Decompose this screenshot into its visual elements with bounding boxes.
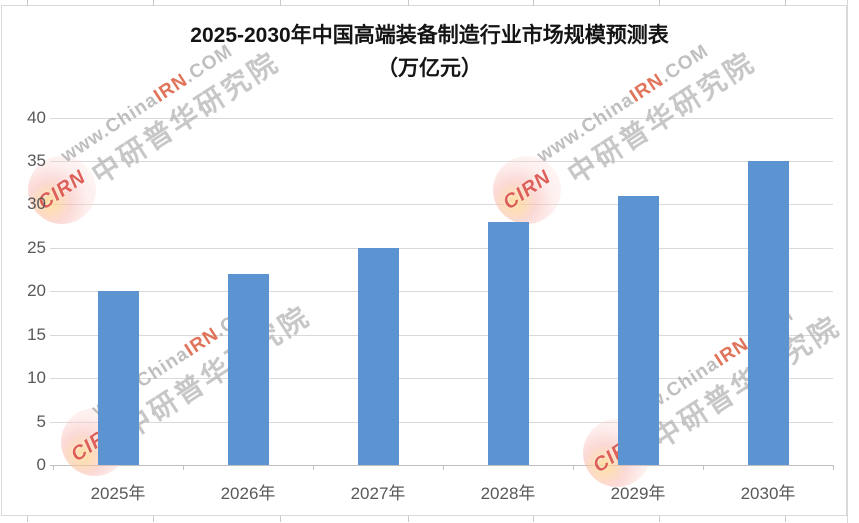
gridline <box>50 334 833 336</box>
gridline <box>50 204 833 206</box>
y-tick-label: 30 <box>27 194 46 214</box>
y-tick-label: 10 <box>27 368 46 388</box>
worksheet-tick <box>27 0 28 6</box>
worksheet-tick <box>785 516 786 522</box>
worksheet-tick <box>408 516 409 522</box>
x-tick-label: 2029年 <box>610 484 666 503</box>
y-tick-label: 40 <box>27 107 46 127</box>
worksheet-tick <box>408 0 409 6</box>
bar <box>487 221 529 466</box>
gridline <box>50 291 833 293</box>
worksheet-tick <box>785 0 786 6</box>
chart-area-border <box>1 5 847 516</box>
y-tick-label: 35 <box>27 150 46 170</box>
worksheet-tick <box>659 516 660 522</box>
x-tick-label: 2030年 <box>740 484 796 503</box>
worksheet-column-line <box>847 0 848 523</box>
bar <box>617 195 659 465</box>
gridline <box>50 421 833 423</box>
worksheet-tick <box>533 516 534 522</box>
worksheet-tick <box>153 0 154 6</box>
worksheet-tick <box>659 0 660 6</box>
gridline <box>50 378 833 380</box>
x-axis-tick <box>53 465 54 470</box>
worksheet-tick <box>280 516 281 522</box>
chart-title-line2: （万亿元） <box>377 56 482 80</box>
x-axis-tick <box>183 465 184 470</box>
gridline <box>50 247 833 249</box>
y-tick-label: 5 <box>36 411 46 431</box>
worksheet-tick <box>280 0 281 6</box>
x-axis-tick <box>443 465 444 470</box>
y-tick-label: 25 <box>27 237 46 257</box>
bar <box>227 273 269 465</box>
y-tick-label: 20 <box>27 281 46 301</box>
bar <box>357 247 399 465</box>
x-tick-label: 2026年 <box>220 484 276 503</box>
y-tick-label: 0 <box>36 455 46 474</box>
x-axis-tick <box>703 465 704 470</box>
gridline <box>50 117 833 119</box>
worksheet-tick <box>533 0 534 6</box>
x-axis-tick <box>573 465 574 470</box>
x-axis-tick <box>313 465 314 470</box>
x-axis-line <box>50 465 833 466</box>
worksheet-tick <box>153 516 154 522</box>
x-tick-label: 2025年 <box>90 484 146 503</box>
worksheet-tick <box>27 516 28 522</box>
chart-title: 2025-2030年中国高端装备制造行业市场规模预测表 （万亿元） <box>0 20 859 85</box>
x-axis-tick <box>833 465 834 470</box>
chart-title-line1: 2025-2030年中国高端装备制造行业市场规模预测表 <box>190 24 669 47</box>
x-tick-label: 2028年 <box>480 484 536 503</box>
bar <box>747 160 789 465</box>
bar <box>97 291 139 466</box>
x-tick-label: 2027年 <box>350 484 406 503</box>
y-tick-label: 15 <box>27 324 46 344</box>
gridline <box>50 160 833 162</box>
